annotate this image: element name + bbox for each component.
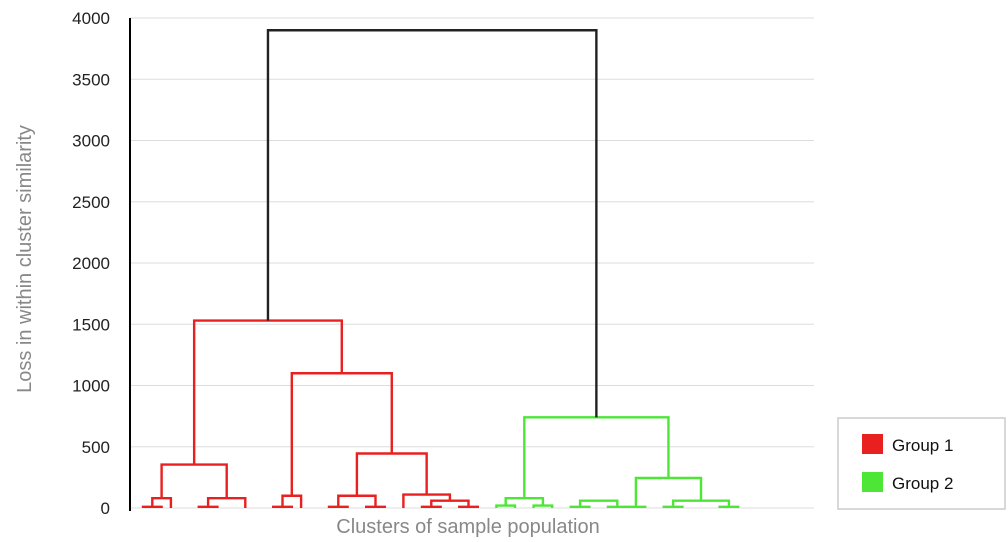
dendrogram-links	[141, 29, 740, 508]
leaf-link	[662, 505, 684, 508]
leaf-link	[569, 505, 591, 508]
y-axis-ticks: 0 500 1000 1500 2000 2500 3000 3500 4000	[72, 9, 110, 518]
leaf-link	[625, 505, 647, 508]
cluster-link	[355, 452, 428, 496]
legend-label-group-2: Group 2	[892, 474, 953, 493]
y-tick-label: 1500	[72, 315, 110, 334]
legend-label-group-1: Group 1	[892, 436, 953, 455]
cluster-link	[634, 476, 703, 507]
root-link	[266, 29, 598, 418]
legend: Group 1 Group 2	[837, 417, 1006, 510]
legend-swatch-group-2	[862, 472, 883, 492]
leaf-link	[141, 505, 163, 508]
cluster-link	[160, 463, 228, 499]
leaf-link	[718, 505, 740, 508]
leaf-link	[365, 505, 386, 508]
y-tick-label: 3000	[72, 132, 110, 151]
y-tick-label: 3500	[72, 70, 110, 89]
cluster-link	[192, 319, 343, 465]
grid-lines	[130, 17, 814, 509]
leaf-link	[420, 505, 442, 508]
y-tick-label: 500	[82, 438, 110, 457]
leaf-link	[197, 505, 219, 508]
legend-swatch-group-1	[862, 434, 883, 454]
legend-box	[837, 417, 1006, 510]
y-axis-title: Loss in within cluster similarity	[14, 125, 36, 393]
leaf-link	[606, 505, 628, 508]
y-tick-label: 2000	[72, 254, 110, 273]
cluster-link	[290, 372, 393, 496]
leaf-link	[272, 505, 293, 508]
cluster-link	[337, 494, 377, 507]
y-tick-label: 1000	[72, 377, 110, 396]
cluster-link	[523, 416, 670, 499]
cluster-link	[578, 499, 619, 507]
y-tick-label: 0	[101, 499, 110, 518]
leaf-link	[327, 505, 349, 508]
y-tick-label: 2500	[72, 193, 110, 212]
leaf-link	[458, 505, 479, 508]
y-tick-label: 4000	[72, 9, 110, 28]
x-axis-title: Clusters of sample population	[336, 516, 599, 538]
